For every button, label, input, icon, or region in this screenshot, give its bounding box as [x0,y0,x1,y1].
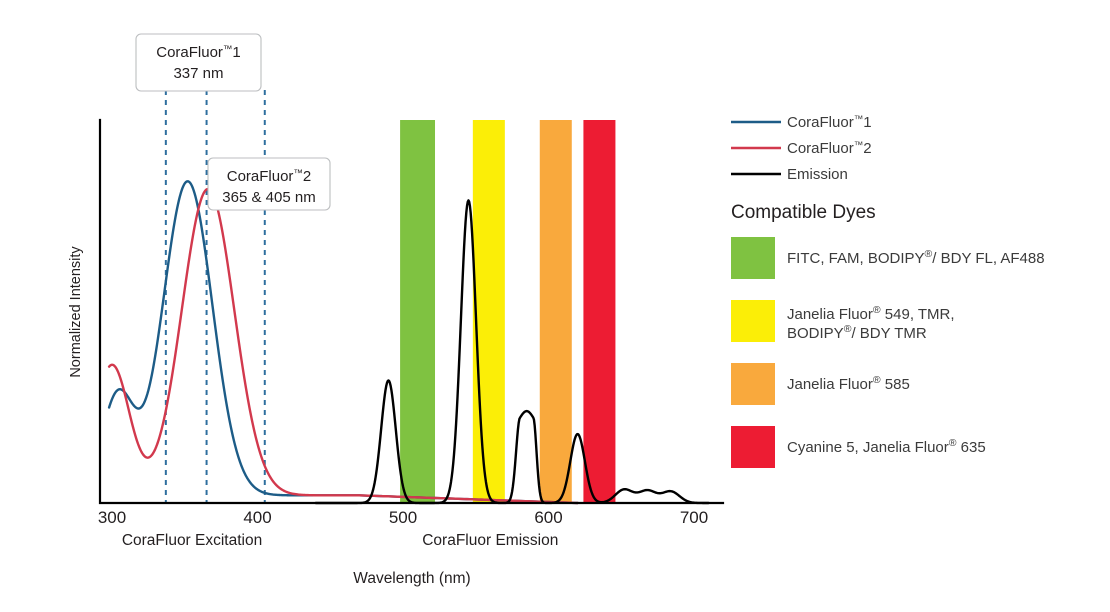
dye-legend-item-1: Janelia Fluor® 549, TMR,BODIPY®/ BDY TMR [731,300,955,342]
dye-label-line: Cyanine 5, Janelia Fluor® 635 [787,437,986,456]
x-tick-label-700: 700 [680,508,708,527]
corafluor-2-callout-box [207,157,331,211]
corafluor-1-callout-value: 337 nm [173,65,223,82]
yellow-band [472,120,505,503]
legend-curve-emission: Emission [731,166,848,183]
curve-corafluor1 [107,180,579,505]
spectra-curve-group [107,180,710,505]
x-tick-label-300: 300 [98,508,126,527]
dye-color-swatch [731,300,775,342]
legend-curve-corafluor1: CoraFluor™1 [731,114,872,132]
dye-legend-item-0: FITC, FAM, BODIPY®/ BDY FL, AF488 [731,237,1045,279]
curve-emission [314,199,710,505]
axes-group: 300 400 500 600 700 CoraFluor Excitation CoraF… [68,118,725,587]
legend-curve-corafluor2: CoraFluor™2 [731,140,872,158]
orange-band [539,120,572,503]
compatible-dyes-heading: Compatible Dyes [731,202,876,223]
region-label-excitation: CoraFluor Excitation [122,532,262,549]
x-tick-label-400: 400 [243,508,271,527]
excitation-marker-group [164,90,266,503]
dye-label-line: FITC, FAM, BODIPY®/ BDY FL, AF488 [787,248,1045,267]
corafluor-2-callout: CoraFluor™2 365 & 405 nm [207,157,331,211]
dye-legend-item-2: Janelia Fluor® 585 [731,363,910,405]
dye-legend-item-3: Cyanine 5, Janelia Fluor® 635 [731,426,986,468]
axis-lines [98,118,725,505]
dye-color-swatch [731,426,775,468]
corafluor-1-callout-title: CoraFluor™1 [156,44,241,62]
corafluor-2-callout-title: CoraFluor™2 [227,168,312,186]
x-axis-title: Wavelength (nm) [353,570,470,587]
legend-curve-label: Emission [787,166,848,183]
corafluor-1-callout: CoraFluor™1 337 nm [135,33,262,92]
legend-group: CoraFluor™1 CoraFluor™2 Emission Compatible… [731,114,1045,468]
region-label-emission: CoraFluor Emission [422,532,558,549]
corafluor-1-callout-box [135,33,262,92]
dye-label-line: BODIPY®/ BDY TMR [787,323,927,342]
x-tick-label-500: 500 [389,508,417,527]
corafluor-2-callout-value: 365 & 405 nm [222,189,315,206]
dye-label-line: Janelia Fluor® 585 [787,374,910,393]
dye-label-line: Janelia Fluor® 549, TMR, [787,304,955,323]
dye-color-swatch [731,363,775,405]
callout-group: CoraFluor™1 337 nm CoraFluor™2 365 & 405 nm [135,33,331,211]
curve-corafluor2 [107,187,579,505]
red-band [583,120,616,503]
x-tick-label-600: 600 [534,508,562,527]
green-band [400,120,436,503]
wavelength-band-group [400,120,616,503]
y-axis-title: Normalized Intensity [68,246,84,378]
dye-color-swatch [731,237,775,279]
legend-curve-label: CoraFluor™1 [787,114,872,132]
legend-curve-label: CoraFluor™2 [787,140,872,158]
